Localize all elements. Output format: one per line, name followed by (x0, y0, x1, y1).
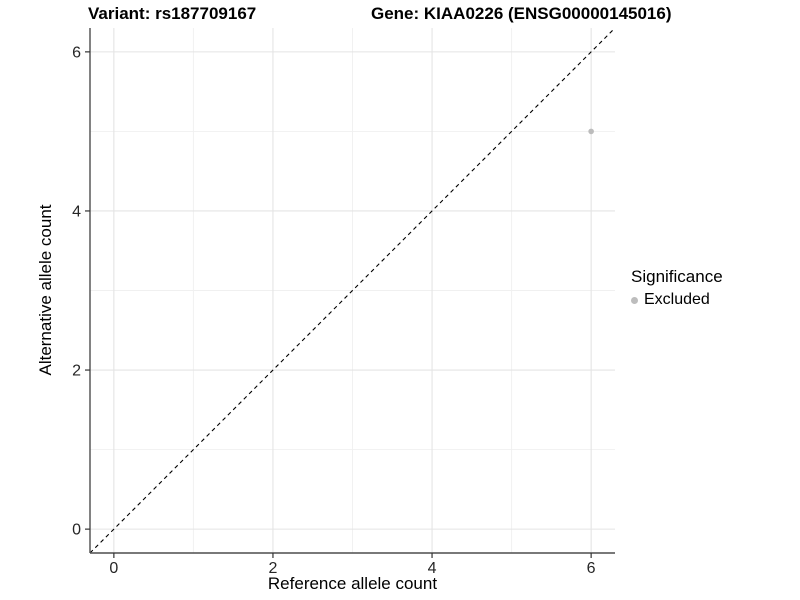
y-axis-title: Alternative allele count (36, 204, 55, 376)
x-tick-label: 6 (587, 560, 596, 577)
data-point (588, 128, 594, 135)
x-axis-title: Reference allele count (267, 574, 438, 593)
plot-title-gene: Gene: KIAA0226 (ENSG00000145016) (371, 4, 672, 23)
y-tick-label: 0 (72, 522, 81, 539)
legend-item-excluded: Excluded (631, 291, 723, 309)
plot-title-variant: Variant: rs187709167 (88, 4, 257, 23)
legend-title: Significance (631, 267, 723, 286)
x-tick-label: 2 (269, 560, 278, 577)
x-tick-label: 0 (109, 560, 118, 577)
legend-dot-icon (631, 296, 638, 304)
y-tick-label: 2 (72, 363, 81, 380)
y-tick-label: 4 (72, 203, 81, 220)
x-tick-label: 4 (428, 560, 437, 577)
legend-item-label: Excluded (644, 291, 710, 308)
y-tick-label: 6 (72, 44, 81, 61)
identity-reference-line (89, 27, 616, 554)
legend: Significance Excluded (631, 267, 723, 309)
